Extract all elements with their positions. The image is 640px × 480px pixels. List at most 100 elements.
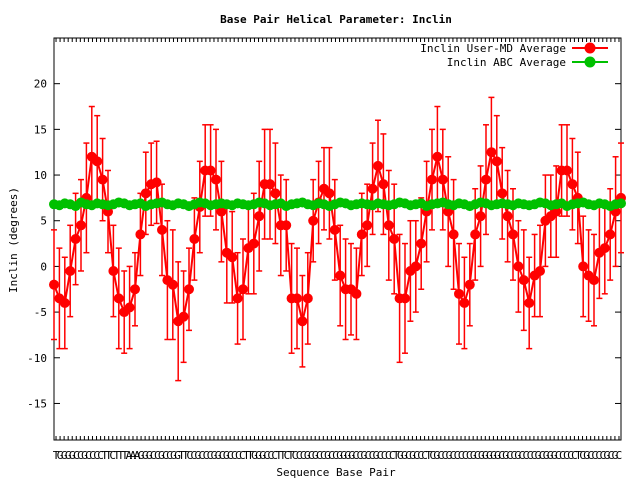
data-point [216,206,227,217]
legend: Inclin User-MD Average Inclin ABC Averag… [420,42,608,69]
x-tick-label: G [401,449,408,462]
x-tick-label: T [113,449,120,462]
x-tick-label: G [433,449,440,462]
data-point [518,275,529,286]
x-tick-label: C [510,449,517,462]
x-tick-label: C [450,449,457,462]
data-point [567,179,578,190]
data-point [605,229,616,240]
x-tick-label: T [275,449,282,462]
x-tick-label: G [470,449,477,462]
y-tick-label: 15 [34,123,47,136]
data-point [265,179,275,190]
x-tick-label: T [118,449,125,462]
x-tick-label: G [146,449,153,462]
x-tick-label: T [575,449,582,462]
x-tick-label: C [263,449,270,462]
data-point [373,160,383,171]
data-point [254,211,265,222]
x-tick-label: C [231,449,238,462]
x-tick-label: C [567,449,574,462]
x-tick-label: C [219,449,226,462]
x-tick-label: T [393,449,400,462]
x-tick-label: G [215,449,222,462]
x-tick-label: G [304,449,311,462]
x-axis-label: Sequence Base Pair [276,466,396,479]
x-tick-label: G [482,449,489,462]
data-point [297,316,308,327]
data-point [432,151,443,162]
data-point [167,279,178,290]
data-point [470,229,481,240]
data-point [524,297,535,308]
x-tick-label: G [340,449,347,462]
x-tick-label: G [174,449,181,462]
data-point [227,252,238,263]
data-point [205,165,216,176]
x-tick-label: G [535,449,542,462]
data-point [302,293,313,304]
x-tick-label: C [531,449,538,462]
x-tick-label: G [57,449,64,462]
x-tick-label: G [543,449,550,462]
data-point [389,234,400,244]
x-tick-label: T [247,449,254,462]
x-tick-label: C [559,449,566,462]
data-point [65,265,76,276]
x-tick-label: T [105,449,112,462]
x-tick-label: A [134,449,141,462]
x-tick-label: C [413,449,420,462]
x-tick-label: C [462,449,469,462]
x-tick-label: G [336,449,343,462]
data-point [329,224,340,235]
y-tick-label: 0 [40,260,47,273]
legend-marker-user-md [584,42,596,54]
data-point [97,174,108,185]
data-point [124,302,135,313]
data-point [324,188,335,199]
x-tick-label: G [612,449,619,462]
data-point [59,297,70,308]
x-tick-label: C [458,449,465,462]
data-point [135,229,146,240]
data-point [589,275,599,286]
x-tick-label: G [348,449,355,462]
data-point [292,293,302,304]
x-tick-label: C [227,449,234,462]
data-point [184,284,194,295]
x-tick-label: G [478,449,485,462]
x-axis: TGGGGCCGCCCCTTCTTTAAAGGGCCGCCGGTTCCGCCCG… [53,38,622,462]
x-tick-label: G [194,449,201,462]
data-point [270,188,281,199]
x-tick-label: T [280,449,287,462]
x-tick-label: C [365,449,372,462]
x-tick-label: T [425,449,432,462]
x-tick-label: C [523,449,530,462]
data-point [481,174,491,185]
series-1 [49,197,626,212]
series-line [53,149,622,324]
data-point [335,270,346,281]
x-tick-label: T [243,449,250,462]
x-tick-label: C [563,449,570,462]
x-tick-label: G [259,449,266,462]
x-tick-label: C [352,449,359,462]
legend-label-user-md: Inclin User-MD Average [420,42,566,55]
x-tick-label: C [599,449,606,462]
x-tick-label: C [316,449,323,462]
data-point [140,188,151,199]
x-tick-label: C [429,449,436,462]
x-tick-label: C [571,449,578,462]
x-tick-label: C [296,449,303,462]
x-tick-label: C [239,449,246,462]
x-tick-label: C [109,449,116,462]
legend-label-abc: Inclin ABC Average [447,56,566,69]
data-point [49,279,59,290]
x-tick-label: C [587,449,594,462]
x-tick-label: G [490,449,497,462]
x-tick-label: G [170,449,177,462]
x-tick-label: C [389,449,396,462]
data-point [437,174,448,185]
x-tick-label: G [81,449,88,462]
data-point [113,293,124,304]
